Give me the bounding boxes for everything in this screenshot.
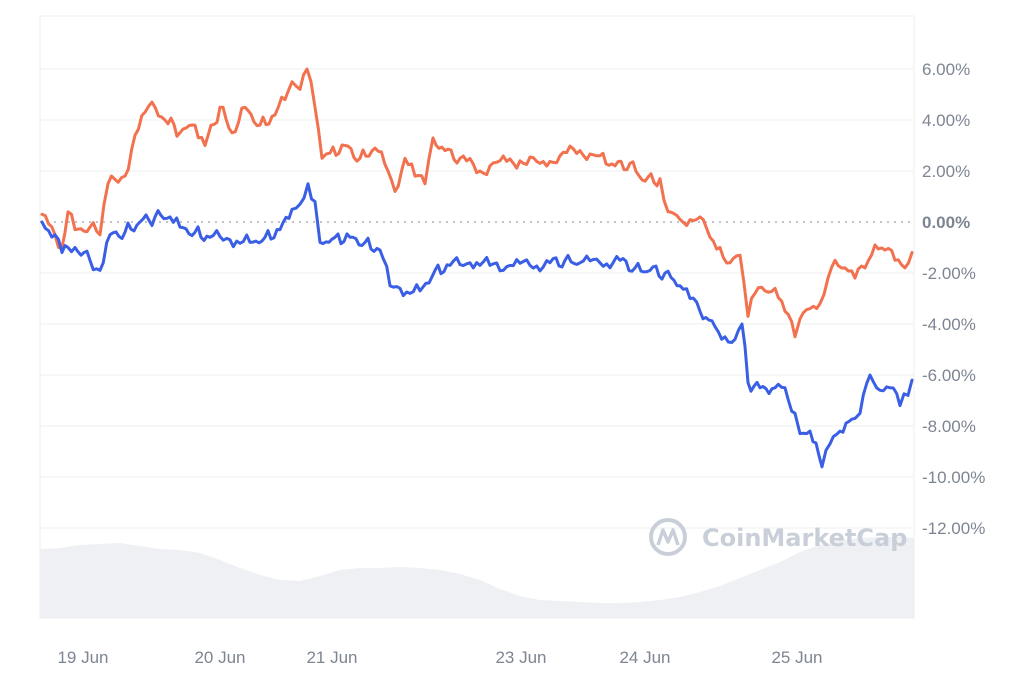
volume-area — [40, 537, 914, 618]
series-lines — [40, 67, 914, 469]
x-axis-labels: 19 Jun 20 Jun 21 Jun 23 Jun 24 Jun 25 Jun — [57, 648, 822, 667]
x-tick-label: 21 Jun — [306, 648, 357, 667]
y-axis-labels: 6.00% 4.00% 2.00% 0.00% -2.00% -4.00% -6.00% -8… — [922, 60, 985, 538]
volume-fill — [40, 537, 914, 618]
x-tick-label: 25 Jun — [771, 648, 822, 667]
y-tick-label: 6.00% — [922, 60, 970, 79]
gridlines — [40, 68, 914, 529]
chart-frame — [39, 15, 915, 619]
coinmarketcap-watermark: CoinMarketCap — [649, 518, 907, 556]
y-tick-label: -6.00% — [922, 366, 976, 385]
x-tick-label: 20 Jun — [194, 648, 245, 667]
watermark-text: CoinMarketCap — [702, 524, 907, 552]
series-orange-line — [40, 67, 914, 339]
x-tick-label: 24 Jun — [619, 648, 670, 667]
x-tick-label: 23 Jun — [495, 648, 546, 667]
y-tick-label: 2.00% — [922, 162, 970, 181]
y-tick-label: -4.00% — [922, 315, 976, 334]
x-tick-label: 19 Jun — [57, 648, 108, 667]
y-tick-label: -8.00% — [922, 417, 976, 436]
series-blue-line — [40, 182, 914, 469]
y-tick-label: 4.00% — [922, 111, 970, 130]
y-tick-label: -12.00% — [922, 519, 985, 538]
y-tick-label: -2.00% — [922, 264, 976, 283]
y-tick-label: 0.00% — [922, 213, 970, 232]
y-tick-label: -10.00% — [922, 468, 985, 487]
coinmarketcap-logo-icon — [649, 518, 687, 556]
